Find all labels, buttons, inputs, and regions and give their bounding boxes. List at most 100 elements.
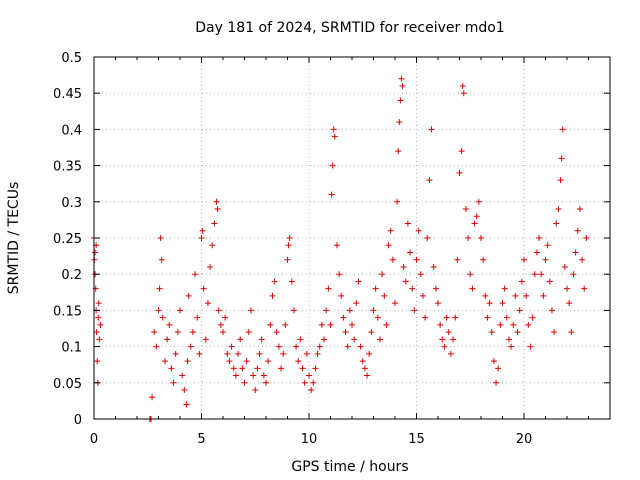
data-point [357,343,364,350]
data-point [445,329,452,336]
data-point [181,387,188,394]
data-point [344,343,351,350]
data-point [467,271,474,278]
data-point [93,329,100,336]
data-point [252,387,259,394]
data-point [166,321,173,328]
data-point [574,227,581,234]
data-point [465,235,472,241]
data-point [379,271,386,278]
data-point [316,343,323,350]
data-point [525,321,532,328]
data-point [454,256,461,263]
data-point [232,372,239,379]
data-point [409,285,416,292]
data-point [187,343,194,350]
data-point [293,343,300,350]
data-point [308,387,315,394]
y-tick-label: 0.3 [61,196,82,211]
data-point [220,329,226,336]
data-point [153,343,160,350]
data-point [557,177,564,184]
data-point [508,343,515,350]
data-point [318,321,325,328]
data-point [561,263,568,270]
data-point [503,314,510,321]
data-point [376,336,383,343]
data-point [527,343,534,350]
data-point [460,90,467,97]
data-point [389,256,396,263]
data-point [499,300,506,307]
data-point [432,285,439,292]
data-point [364,372,371,379]
x-axis-label: GPS time / hours [291,459,408,475]
data-point [329,162,336,169]
data-point [488,329,495,336]
data-point [92,249,99,256]
data-point [155,307,162,314]
data-point [314,350,321,357]
data-point [177,307,183,314]
data-point [540,292,547,299]
data-point [430,263,437,270]
data-point [351,336,358,343]
data-point [286,235,293,241]
data-point [96,336,103,343]
data-point [172,350,179,357]
data-point [355,278,362,285]
data-point [366,350,373,357]
data-point [497,321,504,328]
data-point [321,336,328,343]
data-point [475,198,482,205]
data-point [484,314,491,321]
data-point [523,292,530,299]
data-point [258,336,265,343]
y-tick-label: 0.2 [61,268,82,283]
data-point [209,242,216,249]
data-point [183,401,190,408]
data-point [459,82,466,89]
data-point [558,155,565,162]
data-point [179,372,186,379]
data-point [254,365,261,372]
data-point [174,329,181,336]
data-point [327,321,334,328]
data-point [353,300,360,307]
data-point [198,235,205,241]
data-point [306,372,312,379]
data-point [312,365,319,372]
data-point [514,329,521,336]
data-point [417,271,424,278]
data-point [568,329,575,336]
data-point [211,220,218,227]
data-point [426,177,433,184]
data-point [222,314,229,321]
data-point [397,97,404,104]
data-point [548,307,555,314]
data-point [579,256,586,263]
data-point [404,220,411,227]
y-tick-label: 0.45 [53,87,82,102]
data-point [512,292,519,299]
data-point [285,242,292,249]
data-point [407,249,414,256]
data-point [338,292,345,299]
data-point [95,314,102,321]
data-point [495,365,502,372]
data-point [297,336,304,343]
data-point [158,256,165,263]
data-point [207,263,214,270]
data-point [284,256,291,263]
data-point [576,206,583,213]
data-point [250,372,257,379]
data-point [374,314,381,321]
data-point [280,350,287,357]
data-point [275,343,282,350]
data-point [456,169,463,176]
data-point [368,329,375,336]
data-point [387,227,394,234]
data-point [151,329,158,336]
data-point [581,285,588,292]
